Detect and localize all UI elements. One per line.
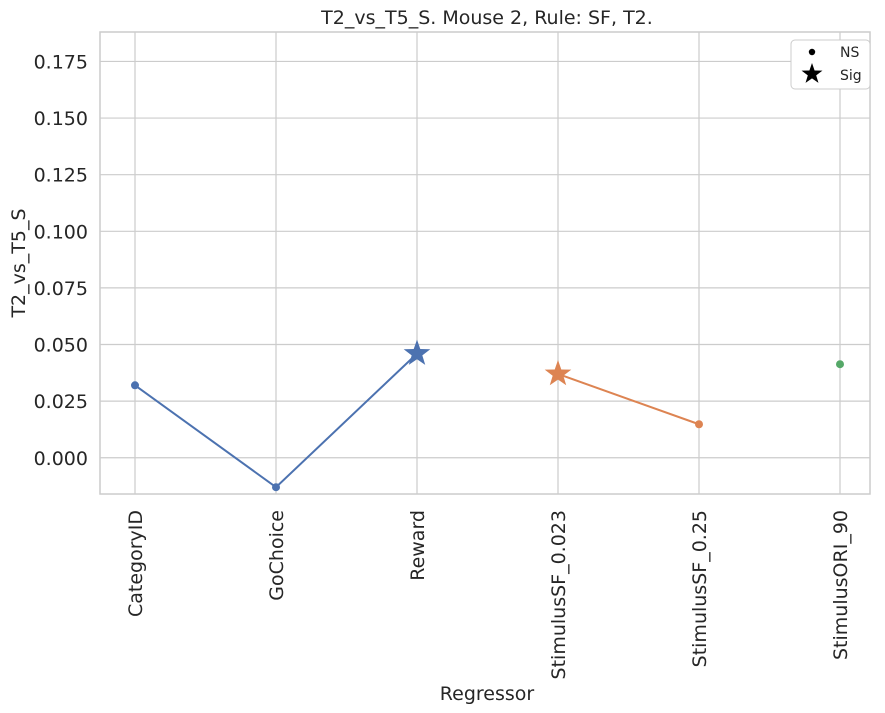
legend-label-ns: NS (840, 45, 859, 61)
x-tick-label: GoChoice (266, 510, 288, 601)
legend-label-sig: Sig (840, 68, 862, 84)
grid-lines (100, 32, 870, 494)
series (131, 339, 431, 492)
y-tick-label: 0.125 (34, 165, 88, 187)
y-tick-label: 0.075 (34, 278, 88, 300)
series-layer (131, 339, 844, 492)
x-tick-label: StimulusSF_0.023 (548, 510, 570, 679)
plot-frame (99, 31, 871, 495)
y-tick-label: 0.175 (34, 51, 88, 73)
series (836, 360, 844, 369)
data-point (695, 420, 703, 429)
legend-dot-marker (808, 48, 816, 56)
legend-star-marker (801, 63, 823, 83)
chart-title: T2_vs_T5_S. Mouse 2, Rule: SF, T2. (320, 7, 653, 29)
x-axis-label: Regressor (440, 683, 535, 705)
y-axis-label: T2_vs_T5_S (8, 208, 30, 318)
x-tick-label: Reward (407, 510, 429, 581)
y-ticks: 0.000 0.025 0.050 0.075 0.100 0.125 0.150 0.175 (34, 51, 88, 469)
x-tick-label: StimulusORI_90 (830, 510, 852, 660)
y-tick-label: 0.050 (34, 335, 88, 357)
y-tick-label: 0.100 (34, 221, 88, 243)
data-point (836, 360, 844, 369)
data-point (272, 483, 280, 492)
x-ticks: CategoryID GoChoice Reward StimulusSF_0.023… (125, 510, 852, 679)
y-tick-label: 0.150 (34, 108, 88, 130)
significant-star-point (544, 359, 572, 386)
data-point (131, 381, 139, 390)
y-tick-label: 0.000 (34, 448, 88, 470)
y-tick-label: 0.025 (34, 391, 88, 413)
series-line (557, 373, 700, 426)
series (544, 359, 703, 429)
x-tick-label: StimulusSF_0.25 (689, 510, 711, 667)
legend: NS Sig (790, 39, 871, 90)
significant-star-point (403, 339, 431, 365)
x-tick-label: CategoryID (125, 510, 147, 617)
